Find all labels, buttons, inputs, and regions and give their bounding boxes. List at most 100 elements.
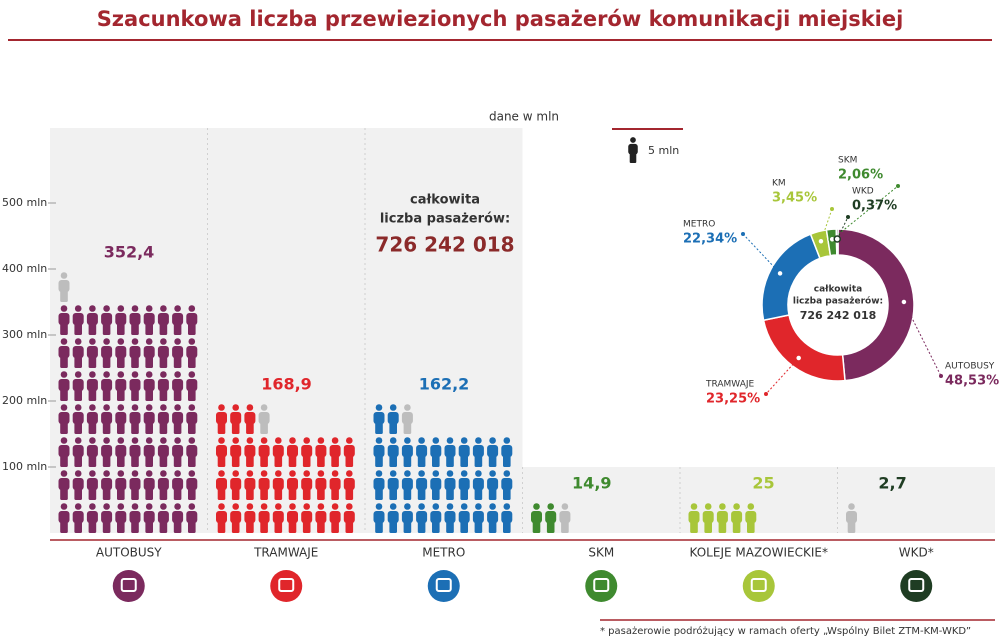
icon-legs <box>847 520 856 533</box>
icon-legs <box>117 487 125 500</box>
icon-head <box>60 305 68 312</box>
icon-head <box>117 470 125 477</box>
icon-legs <box>345 520 354 533</box>
leader-end <box>846 215 850 219</box>
icon-body <box>216 511 227 523</box>
icon-legs <box>503 454 511 467</box>
icon-legs <box>145 388 153 401</box>
icon-legs <box>74 454 82 467</box>
icon-body <box>444 478 456 490</box>
icon-body <box>373 511 385 523</box>
icon-head <box>246 404 254 411</box>
icon-body <box>115 445 127 457</box>
icon-head <box>331 503 339 510</box>
icon-body <box>244 412 256 424</box>
icon-head <box>733 503 740 510</box>
icon-head <box>131 404 139 411</box>
icon-head <box>131 437 139 444</box>
icon-legs <box>145 520 153 533</box>
icon-head <box>317 437 325 444</box>
icon-head <box>160 503 167 510</box>
icon-head <box>260 404 268 411</box>
icon-body <box>72 346 84 358</box>
icon-head <box>460 470 468 477</box>
icon-head <box>188 437 196 444</box>
icon-body <box>157 313 169 325</box>
icon-legs <box>331 454 339 467</box>
icon-body <box>401 511 413 523</box>
icon-legs <box>260 487 268 500</box>
donut-total-label: całkowita <box>814 285 862 295</box>
icon-head <box>389 470 397 477</box>
icon-body <box>230 445 242 457</box>
icon-head <box>432 470 440 477</box>
y-tick-label: 100 mln <box>2 460 47 473</box>
category-icon <box>270 570 303 602</box>
icon-legs <box>159 520 168 533</box>
icon-body <box>143 445 155 457</box>
icon-legs <box>102 421 111 434</box>
icon-body <box>101 379 113 391</box>
icon-legs <box>231 454 240 467</box>
icon-legs <box>117 388 125 401</box>
donut-label: WKD <box>852 187 874 197</box>
icon-legs <box>417 454 426 467</box>
icon-head <box>446 437 454 444</box>
icon-legs <box>188 322 196 335</box>
icon-legs <box>246 421 254 434</box>
icon-body <box>716 511 728 523</box>
icon-legs <box>145 487 153 500</box>
icon-body <box>129 346 141 358</box>
icon-legs <box>561 520 569 533</box>
icon-body <box>230 412 242 424</box>
icon-body <box>301 478 313 490</box>
icon-head <box>460 437 468 444</box>
icon-body <box>186 346 198 358</box>
icon-head <box>260 470 268 477</box>
icon-head <box>103 404 110 411</box>
icon-body <box>329 445 341 457</box>
legend-label: 5 mln <box>648 144 679 157</box>
icon-legs <box>60 487 68 500</box>
icon-legs <box>188 454 196 467</box>
icon-legs <box>173 388 182 401</box>
icon-legs <box>432 454 440 467</box>
icon-body <box>430 511 442 523</box>
icon-legs <box>131 520 139 533</box>
icon-head <box>418 470 425 477</box>
icon-legs <box>432 487 440 500</box>
pictogram <box>58 272 198 533</box>
y-tick-label: 200 mln <box>2 394 47 407</box>
icon-body <box>401 478 413 490</box>
icon-legs <box>718 520 727 533</box>
icon-head <box>561 503 569 510</box>
icon-head <box>275 503 282 510</box>
icon-head <box>145 437 153 444</box>
icon-head <box>317 470 325 477</box>
icon-legs <box>173 421 182 434</box>
icon-head <box>188 371 196 378</box>
icon-head <box>117 404 125 411</box>
icon-legs <box>331 520 339 533</box>
icon-legs <box>532 520 541 533</box>
leader-line <box>765 357 800 395</box>
leader-line <box>836 216 849 240</box>
icon-legs <box>131 388 139 401</box>
icon-head <box>446 503 454 510</box>
icon-body <box>129 379 141 391</box>
icon-body <box>244 445 256 457</box>
icon-legs <box>375 487 383 500</box>
value-label: 162,2 <box>419 375 470 394</box>
value-label: 14,9 <box>572 474 611 493</box>
icon-head <box>275 437 282 444</box>
icon-body <box>186 412 198 424</box>
icon-head <box>160 404 167 411</box>
icon-body <box>531 511 542 523</box>
icon-legs <box>274 487 283 500</box>
donut-label: TRAMWAJE <box>705 380 755 390</box>
icon-head <box>145 305 153 312</box>
icon-body <box>101 346 113 358</box>
icon-head <box>630 137 636 143</box>
icon-body <box>115 412 127 424</box>
icon-legs <box>74 421 82 434</box>
